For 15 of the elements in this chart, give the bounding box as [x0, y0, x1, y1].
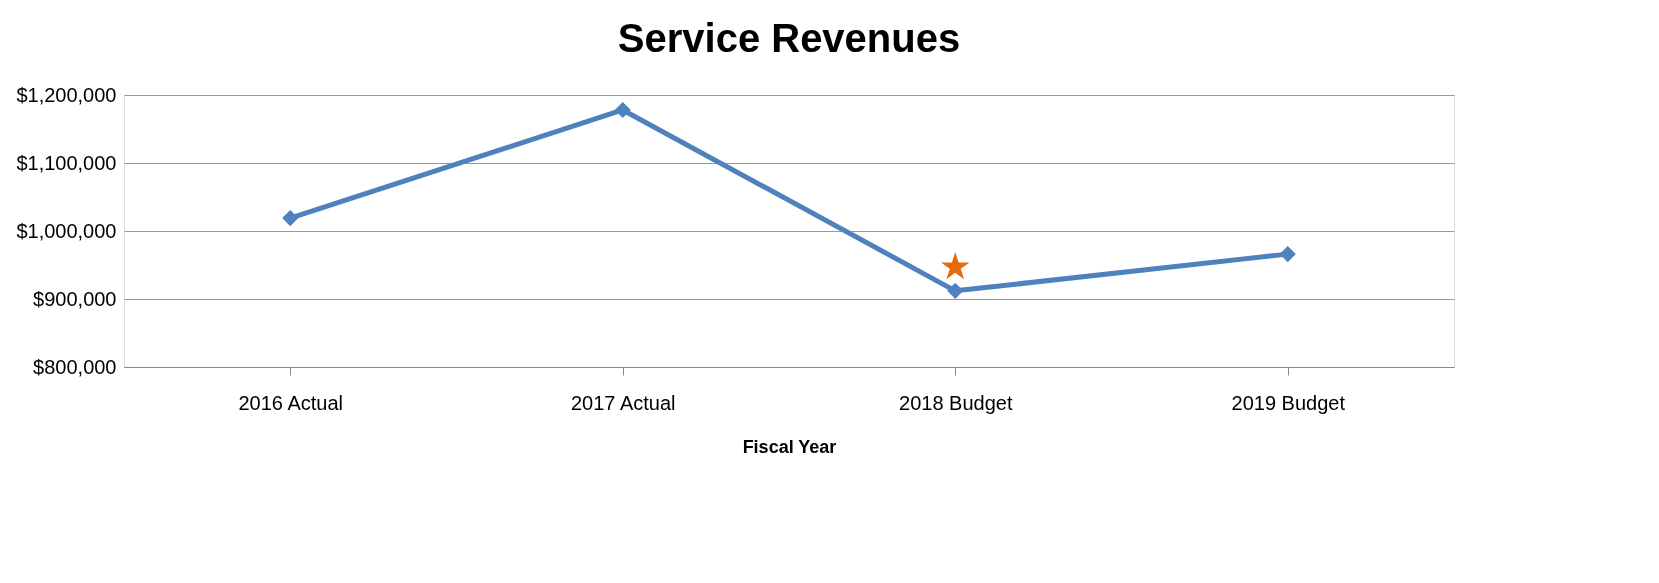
y-tick-label: $800,000: [33, 355, 117, 378]
x-tick-label: 2017 Actual: [570, 391, 676, 414]
x-tick-label: 2019 Budget: [1231, 391, 1346, 414]
point: [947, 282, 964, 299]
x-tick-label: 2018 Budget: [899, 391, 1013, 414]
y-tick-label: $900,000: [33, 287, 117, 310]
point: [1279, 246, 1296, 263]
y-tick-label: $1,100,000: [16, 151, 117, 174]
y-tick-label: $1,000,000: [16, 219, 117, 242]
x-axis-title: Fiscal Year: [742, 436, 837, 457]
x-tick-label: 2016 Actual: [238, 391, 344, 414]
point: [282, 210, 299, 227]
point: [614, 101, 631, 119]
y-tick-label: $1,200,000: [16, 83, 117, 106]
chart-title: Service Revenues: [617, 16, 961, 60]
